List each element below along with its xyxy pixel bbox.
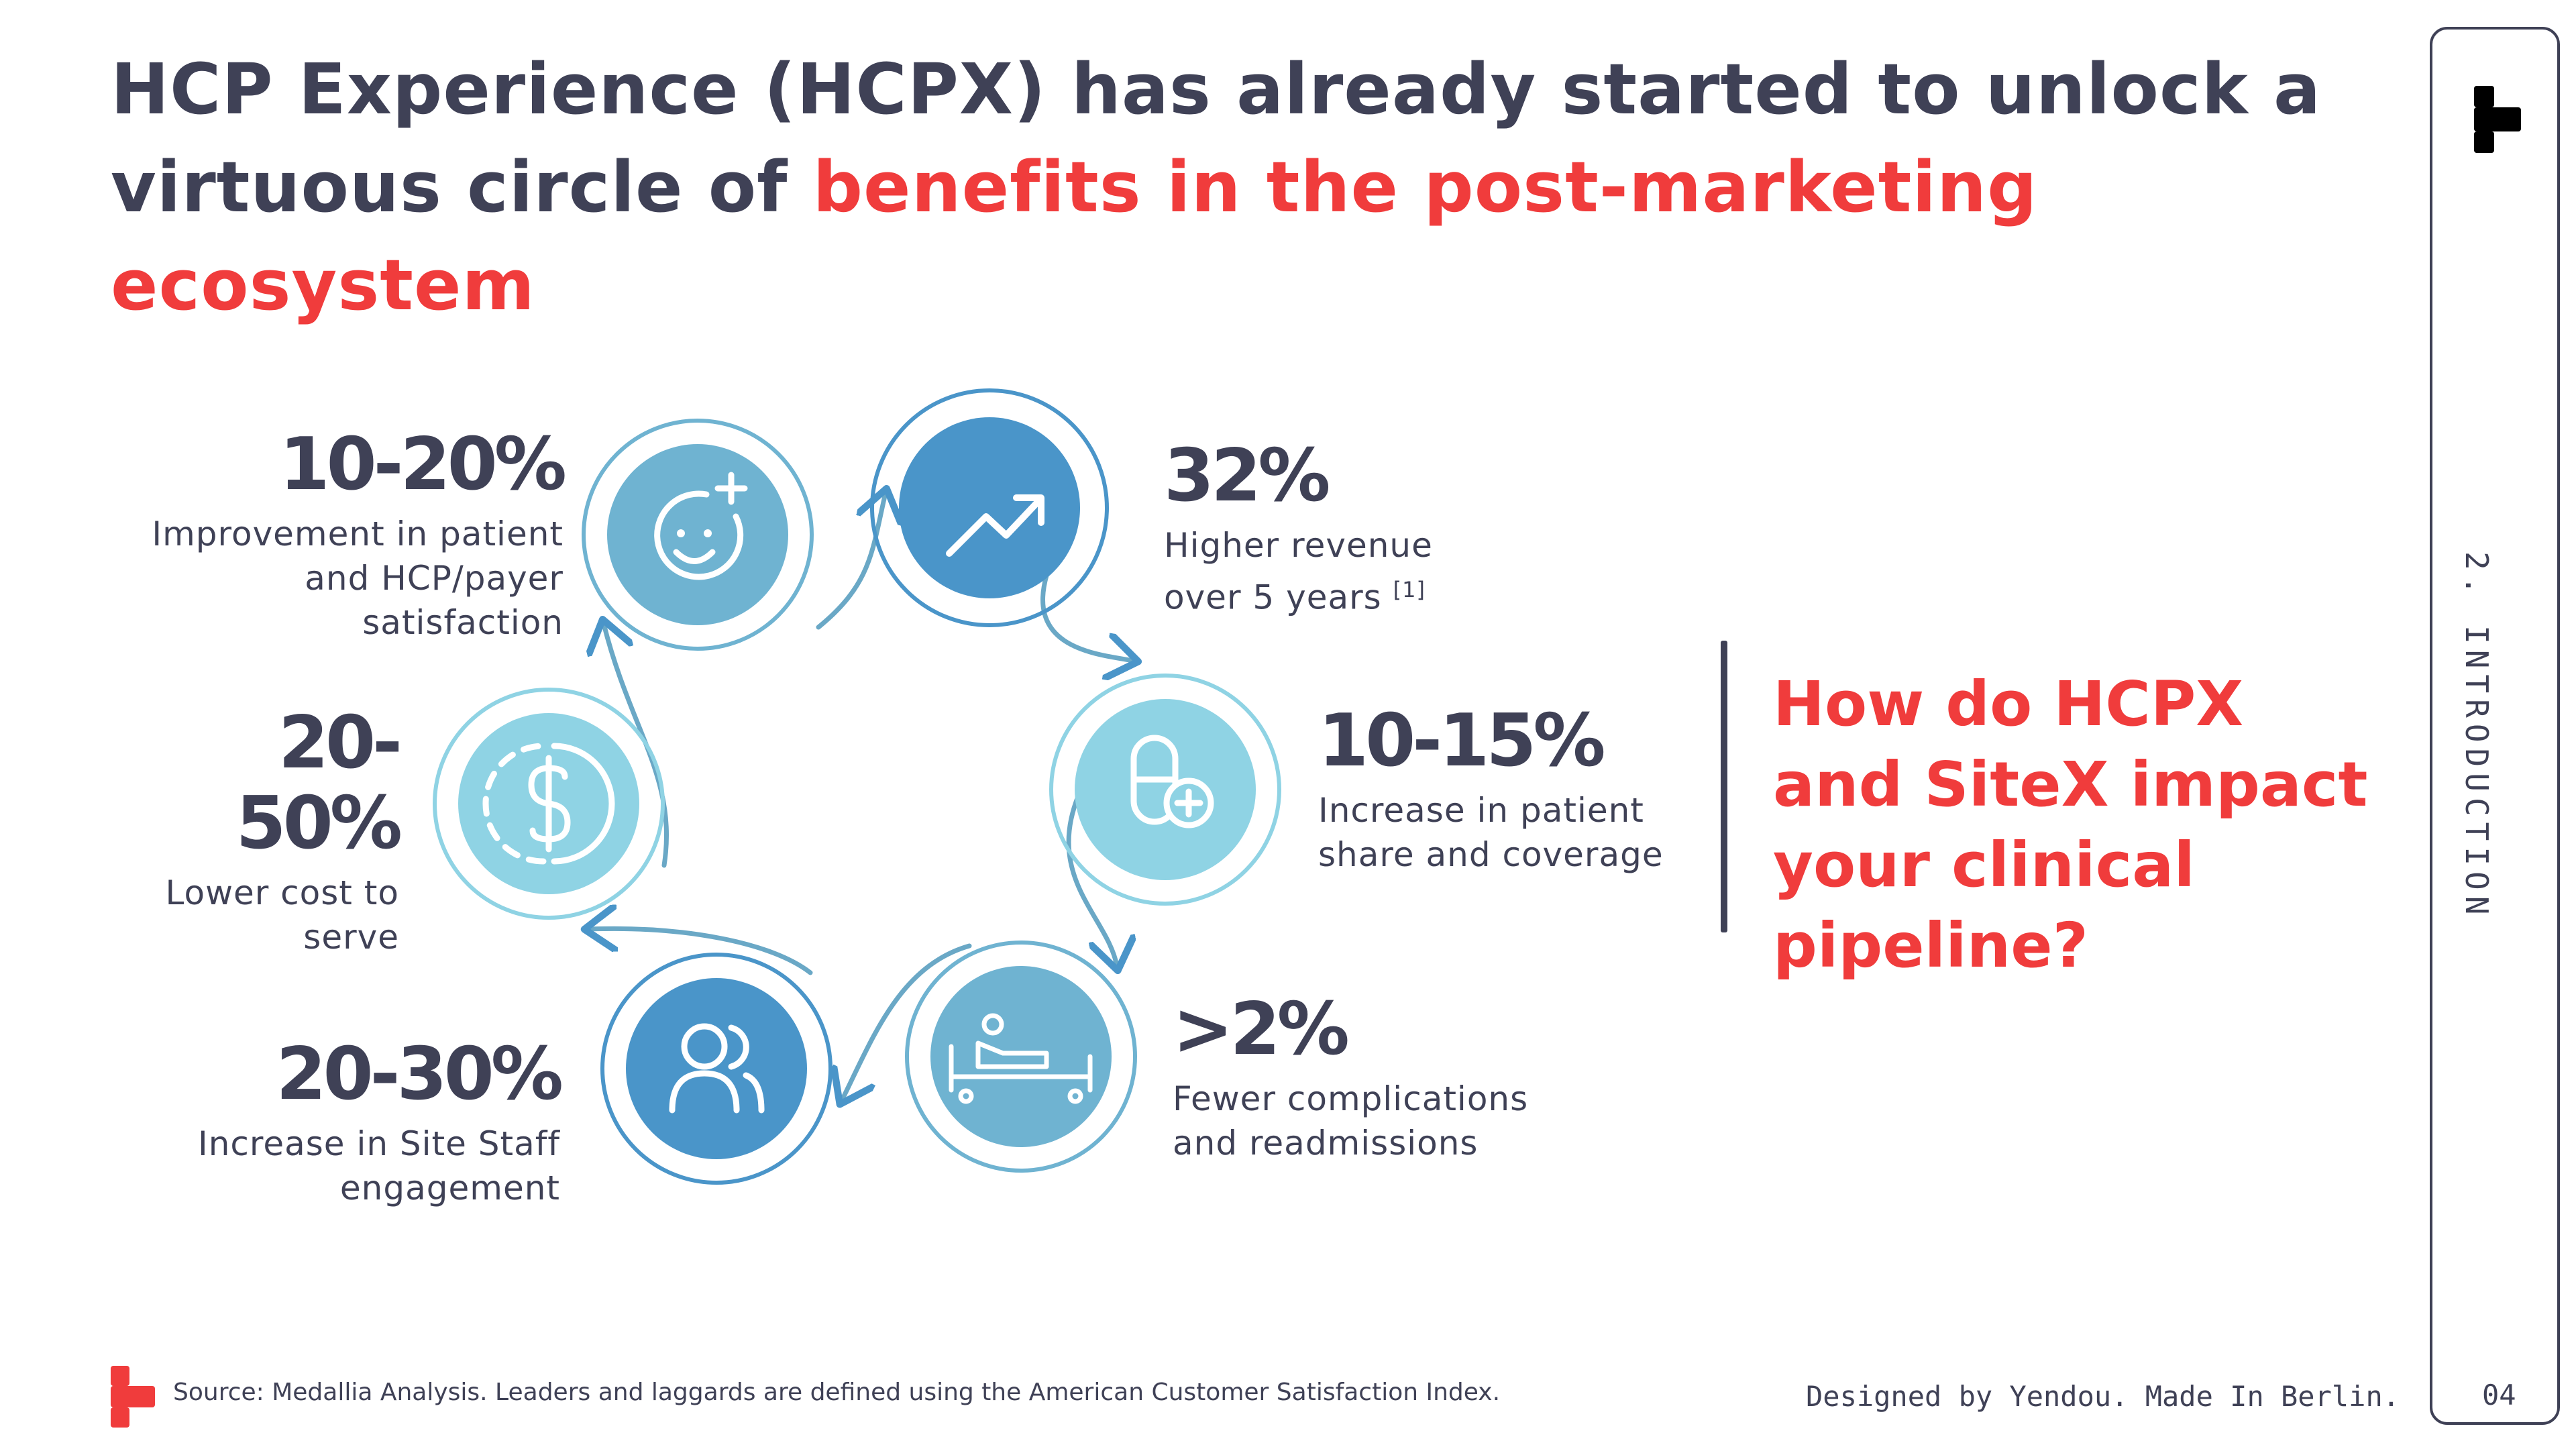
node-staff-engagement [600, 953, 833, 1185]
hospital-bed-icon [949, 1013, 1093, 1104]
stat-value: 20-50% [235, 701, 402, 865]
key-question: How do HCPX and SiteX impact your clinic… [1773, 668, 2368, 981]
people-icon [669, 1023, 765, 1114]
node-complications [905, 941, 1137, 1173]
question-divider [1721, 641, 1727, 932]
node-patient-share [1049, 674, 1281, 906]
cycle-arrow-1-to-2 [816, 493, 885, 630]
stat-staff-engagement: 20-30% Increase in Site Staff engagement [154, 1032, 564, 1210]
footnote-marker: [1] [1393, 577, 1426, 602]
smiley-plus-icon [654, 472, 748, 580]
stat-label: Increase in Site Staff engagement [197, 1124, 560, 1208]
stat-value: 32% [1164, 434, 1331, 518]
stat-label: Higher revenue over 5 years [1] [1164, 526, 1433, 617]
stat-cost-to-serve: 20-50% Lower cost to serve [117, 701, 403, 959]
node-satisfaction [582, 419, 814, 651]
source-note: Source: Medallia Analysis. Leaders and l… [173, 1379, 1501, 1406]
page-title: HCP Experience (HCPX) has already starte… [111, 40, 2358, 334]
stat-label: Lower cost to serve [165, 873, 399, 957]
stat-value: 10-20% [279, 423, 567, 506]
cycle-arrow-2-to-3 [1040, 573, 1134, 661]
trending-up-icon [946, 494, 1044, 557]
side-panel-frame [2430, 27, 2560, 1425]
stat-label: Increase in patient share and coverage [1318, 791, 1664, 874]
stat-value: 10-15% [1318, 699, 1606, 783]
pill-plus-icon [1130, 735, 1214, 828]
page-number: 04 [2482, 1379, 2516, 1411]
stat-label: Fewer complications and readmissions [1173, 1079, 1529, 1163]
stat-label: Improvement in patient and HCP/payer sat… [152, 515, 564, 642]
brand-logo-top [2474, 86, 2521, 153]
cycle-arrow-3-to-4 [1066, 769, 1117, 966]
dollar-circle-icon [482, 743, 615, 865]
page-title-accent: benefits in the post-marketing ecosystem [111, 146, 2038, 326]
brand-logo-footer [111, 1366, 155, 1428]
stat-complications: >2% Fewer complications and readmissions [1173, 989, 1562, 1165]
stat-value: >2% [1173, 987, 1350, 1071]
node-revenue [870, 388, 1109, 627]
stat-patient-share: 10-15% Increase in patient share and cov… [1318, 701, 1694, 877]
node-cost-to-serve [433, 688, 665, 920]
credits: Designed by Yendou. Made In Berlin. [1806, 1380, 2400, 1413]
page-title-lead: HCP Experience (HCPX) has already starte… [111, 48, 2322, 228]
stat-satisfaction: 10-20% Improvement in patient and HCP/pa… [121, 423, 567, 645]
stat-value: 20-30% [276, 1032, 564, 1116]
cycle-arrow-5-to-6 [589, 928, 813, 975]
stat-revenue: 32% Higher revenue over 5 years [1] [1164, 436, 1486, 620]
cycle-arrow-4-to-5 [842, 943, 972, 1100]
